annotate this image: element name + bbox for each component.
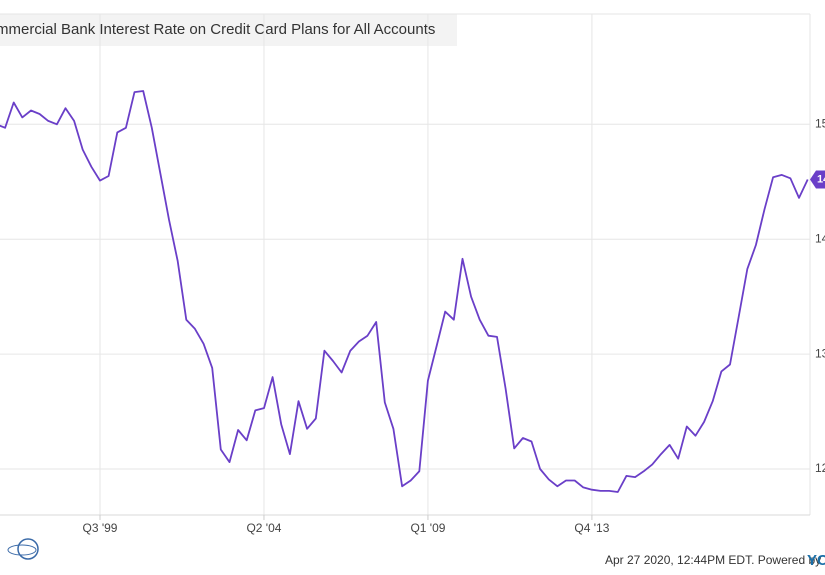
last-value-tag — [810, 170, 825, 189]
x-tick-label: Q3 '99 — [83, 521, 118, 535]
logo — [7, 538, 39, 560]
y-tick-label: 13.00% — [815, 346, 825, 360]
title-box — [0, 14, 457, 46]
x-tick-label: Q2 '04 — [246, 521, 281, 535]
series-line — [0, 90, 809, 493]
x-tick-label: Q4 '13 — [574, 521, 609, 535]
y-tick-label: 12.00% — [815, 461, 825, 475]
chart-title: mmercial Bank Interest Rate on Credit Ca… — [0, 21, 435, 38]
brand: YCHARTS — [807, 552, 825, 569]
y-tick-label: 15.00% — [815, 116, 825, 130]
last-value-label: 14.52% — [817, 173, 825, 185]
y-tick-label: 14.00% — [815, 231, 825, 245]
footer: Apr 27 2020, 12:44PM EDT. Powered by — [605, 553, 821, 567]
x-tick-label: Q1 '09 — [410, 521, 445, 535]
